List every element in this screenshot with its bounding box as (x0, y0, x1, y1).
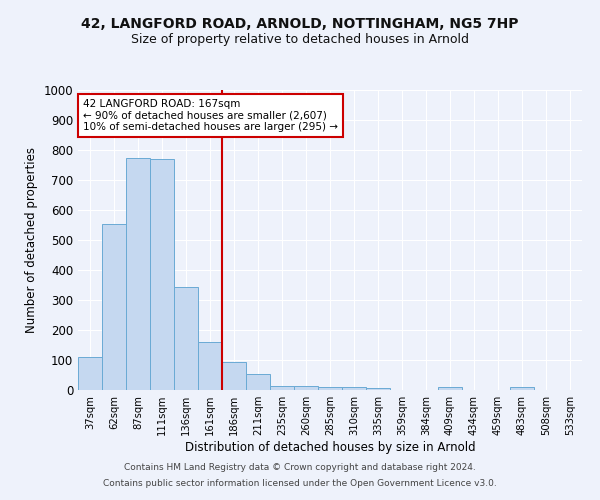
Bar (126, 158, 150, 390)
X-axis label: Distribution of detached houses by size in Arnold: Distribution of detached houses by size … (185, 441, 475, 454)
Bar (270, 386, 294, 390)
Bar (510, 387, 534, 390)
Bar (222, 362, 246, 390)
Text: 42 LANGFORD ROAD: 167sqm
← 90% of detached houses are smaller (2,607)
10% of sem: 42 LANGFORD ROAD: 167sqm ← 90% of detach… (83, 99, 338, 132)
Bar (102, 224, 126, 390)
Bar (198, 342, 222, 390)
Text: 42, LANGFORD ROAD, ARNOLD, NOTTINGHAM, NG5 7HP: 42, LANGFORD ROAD, ARNOLD, NOTTINGHAM, N… (81, 18, 519, 32)
Bar (318, 387, 342, 390)
Bar (78, 357, 102, 390)
Bar (246, 374, 270, 390)
Text: Contains HM Land Registry data © Crown copyright and database right 2024.: Contains HM Land Registry data © Crown c… (124, 464, 476, 472)
Y-axis label: Number of detached properties: Number of detached properties (25, 147, 38, 333)
Bar (174, 286, 198, 390)
Bar (366, 388, 390, 390)
Bar (150, 159, 174, 390)
Bar (342, 387, 366, 390)
Text: Size of property relative to detached houses in Arnold: Size of property relative to detached ho… (131, 32, 469, 46)
Bar (438, 387, 462, 390)
Bar (294, 386, 318, 390)
Text: Contains public sector information licensed under the Open Government Licence v3: Contains public sector information licen… (103, 478, 497, 488)
